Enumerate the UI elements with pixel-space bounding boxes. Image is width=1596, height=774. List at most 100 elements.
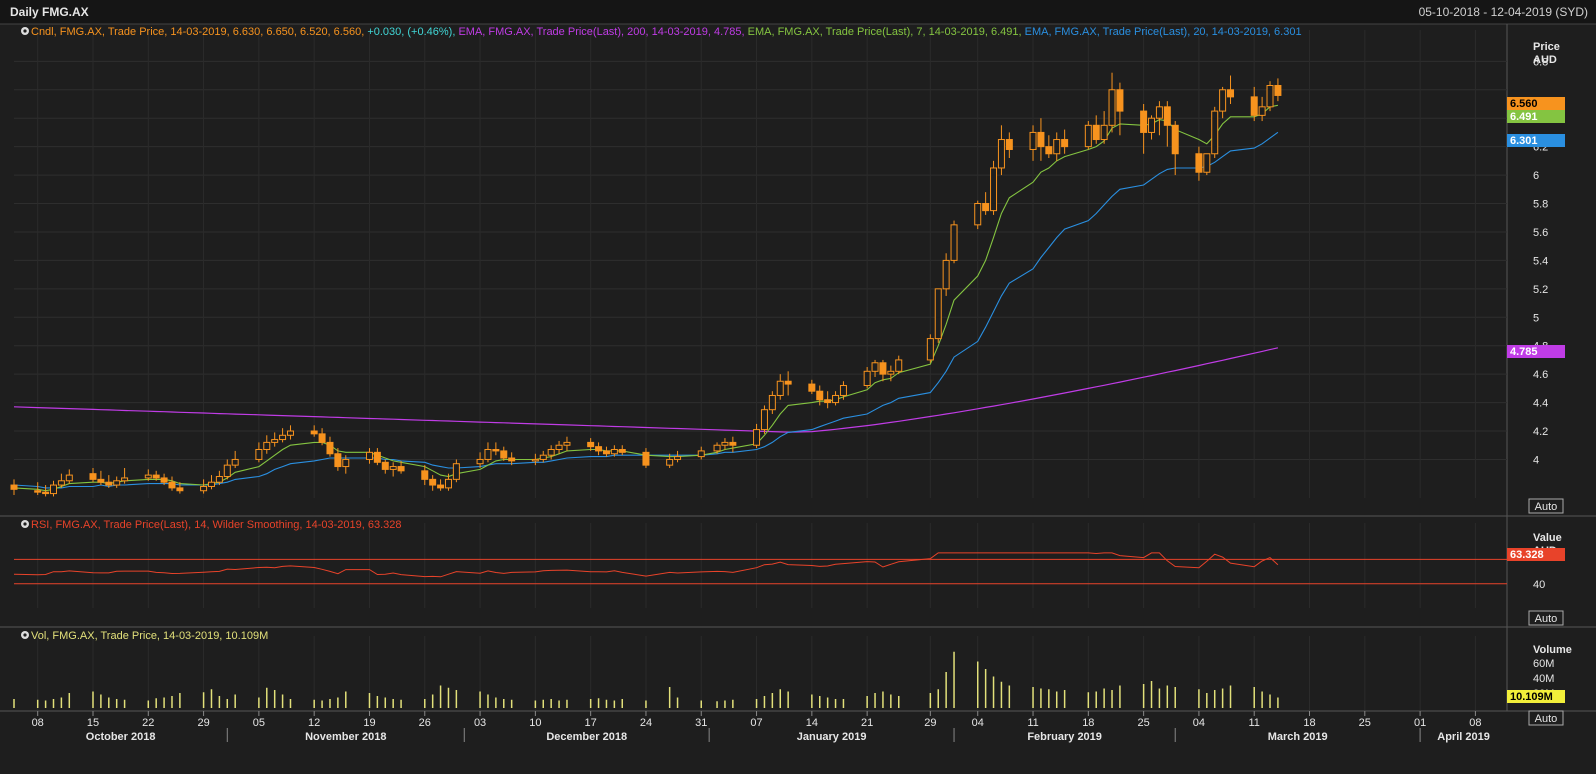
candle-body xyxy=(113,480,121,486)
volume-axis-title: Volume xyxy=(1533,644,1572,656)
candle-body xyxy=(326,441,334,455)
candle xyxy=(776,374,784,400)
day-tick-label: 11 xyxy=(1249,717,1260,729)
chart-title: Daily FMG.AX xyxy=(10,5,89,19)
candle xyxy=(484,442,492,463)
candle xyxy=(990,160,998,215)
candle-body xyxy=(547,449,555,456)
candle-body xyxy=(1084,124,1092,148)
price-auto-button[interactable]: Auto xyxy=(1528,498,1564,514)
candle-body xyxy=(839,385,847,396)
candle-body xyxy=(1203,153,1211,173)
price-tag: 6.560 xyxy=(1507,97,1565,110)
candle xyxy=(887,365,895,382)
price-legend-icon[interactable] xyxy=(21,27,29,35)
candle xyxy=(49,480,57,497)
rsi-auto-button[interactable]: Auto xyxy=(1528,610,1564,626)
candle-body xyxy=(310,430,318,435)
candle-body xyxy=(808,383,816,392)
candle xyxy=(271,432,279,447)
candle xyxy=(1274,78,1282,102)
candle-body xyxy=(429,478,437,486)
candle-body xyxy=(421,470,429,480)
day-tick-label: 26 xyxy=(419,717,431,729)
candle-body xyxy=(397,466,405,472)
candle-body xyxy=(373,451,381,463)
candle xyxy=(1155,101,1163,136)
candles xyxy=(10,72,1282,497)
candle xyxy=(286,425,294,440)
candle-body xyxy=(121,477,129,482)
candle xyxy=(610,445,618,457)
candle-body xyxy=(49,484,57,495)
candle xyxy=(310,425,318,437)
day-tick-label: 22 xyxy=(142,717,154,729)
candle xyxy=(1266,81,1274,112)
candle xyxy=(539,450,547,463)
price-tick-label: 6 xyxy=(1533,170,1539,182)
month-label: October 2018 xyxy=(86,731,156,743)
candle xyxy=(389,462,397,477)
candle xyxy=(863,367,871,389)
candle-body xyxy=(729,441,737,446)
candle-body xyxy=(997,139,1005,169)
time-axis: 08 15 22 29 05 12 19 26 03 10 17 24 31 07 14 21 29 04 11 18… xyxy=(32,711,1490,743)
rsi-line xyxy=(13,552,1279,578)
candle-body xyxy=(476,458,484,465)
candle xyxy=(65,469,73,484)
candle xyxy=(263,435,271,454)
volume-bars xyxy=(13,651,1279,708)
candle-body xyxy=(602,450,610,455)
day-tick-label: 29 xyxy=(924,717,936,729)
price-tick-label: 4.6 xyxy=(1533,369,1548,381)
candle xyxy=(1258,96,1266,122)
candle-body xyxy=(618,449,626,453)
candle xyxy=(176,482,184,494)
month-label: March 2019 xyxy=(1268,731,1328,743)
candle xyxy=(934,288,942,343)
price-tag: 6.491 xyxy=(1507,110,1565,123)
candle xyxy=(334,448,342,471)
rsi-panel: RSI, FMG.AX, Trade Price(Last), 14, Wild… xyxy=(13,519,1565,626)
candle-body xyxy=(1258,106,1266,116)
ema200-line xyxy=(13,347,1279,433)
candle xyxy=(768,391,776,414)
candle xyxy=(824,391,832,409)
candle-body xyxy=(437,484,445,489)
day-tick-label: 25 xyxy=(1137,717,1149,729)
candle-body xyxy=(642,451,650,466)
day-tick-label: 04 xyxy=(972,717,984,729)
volume-legend-icon[interactable] xyxy=(21,631,29,639)
candle xyxy=(207,475,215,490)
candle xyxy=(618,445,626,456)
candle-body xyxy=(231,458,239,466)
candle xyxy=(674,450,682,463)
candle-body xyxy=(1037,131,1045,148)
candle xyxy=(1045,135,1053,159)
candle xyxy=(34,482,42,495)
candle-body xyxy=(895,359,903,372)
candle xyxy=(721,438,729,450)
candle-body xyxy=(381,461,389,470)
price-legend-segment: EMA, FMG.AX, Trade Price(Last), 200, 14-… xyxy=(458,26,747,38)
candle xyxy=(508,452,516,466)
candle xyxy=(1108,72,1116,133)
candle xyxy=(760,405,768,434)
candle xyxy=(144,469,152,481)
candle-body xyxy=(1155,106,1163,119)
candle-body xyxy=(508,457,516,462)
day-tick-label: 04 xyxy=(1193,717,1205,729)
candle-body xyxy=(1274,85,1282,96)
candle xyxy=(555,440,563,454)
candle xyxy=(1227,75,1235,104)
candle-body xyxy=(223,464,231,478)
day-tick-label: 25 xyxy=(1359,717,1371,729)
candle xyxy=(1140,103,1148,154)
rsi-legend-icon[interactable] xyxy=(21,520,29,528)
candle xyxy=(492,442,500,456)
candle xyxy=(318,428,326,446)
month-label: January 2019 xyxy=(797,731,867,743)
candle xyxy=(452,459,460,483)
volume-auto-button[interactable]: Auto xyxy=(1528,710,1564,726)
